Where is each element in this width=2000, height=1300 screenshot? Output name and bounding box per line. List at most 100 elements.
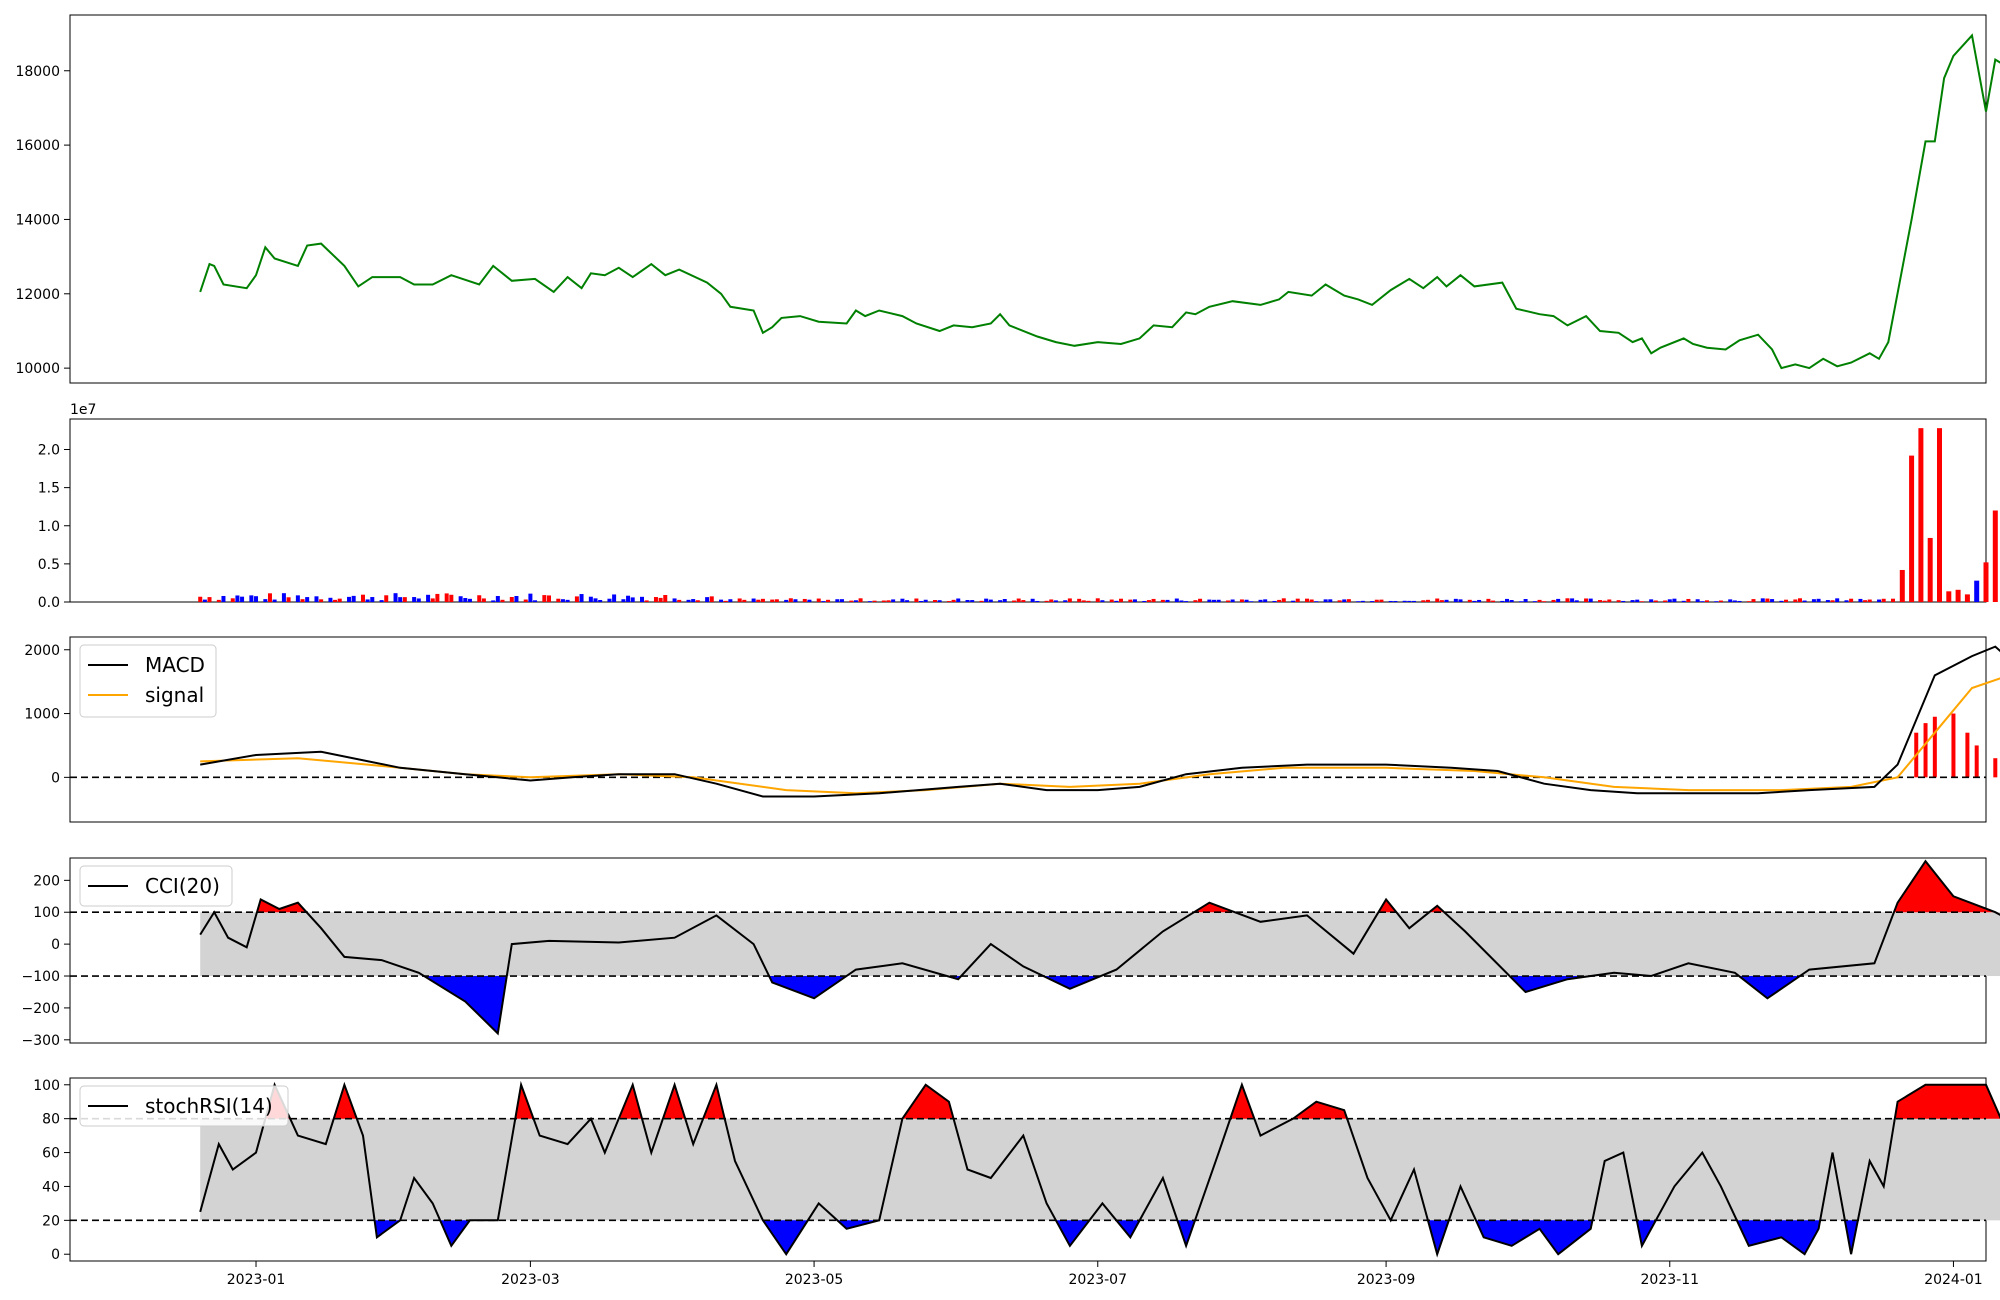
volume-bar xyxy=(1695,599,1700,602)
volume-bar xyxy=(1964,594,1970,602)
y-tick-label: 0 xyxy=(51,1247,60,1263)
volume-bar xyxy=(598,599,603,602)
volume-bar xyxy=(839,599,844,602)
volume-bar xyxy=(923,599,928,602)
volume-bar xyxy=(881,600,886,602)
stochrsi-legend: stochRSI(14) xyxy=(79,1085,289,1127)
legend-signal-label: signal xyxy=(145,683,204,707)
volume-bar xyxy=(835,599,840,602)
volume-bar xyxy=(1472,600,1477,602)
cci-neutral-band xyxy=(200,912,2000,977)
volume-bar xyxy=(1616,600,1621,602)
macd-histogram-bar xyxy=(1923,723,1928,778)
volume-bar xyxy=(826,599,831,602)
volume-bar xyxy=(295,595,300,602)
volume-bar xyxy=(705,597,710,602)
macd-axes-frame xyxy=(69,636,1987,823)
volume-bar xyxy=(1277,599,1282,602)
volume-bar xyxy=(1718,600,1723,602)
x-tick-label: 2023-03 xyxy=(501,1272,560,1288)
volume-bar xyxy=(1477,599,1482,602)
volume-bar xyxy=(756,599,761,602)
cci-panel: −300 −200 −100 0 100 200 CCI(20) xyxy=(22,857,2000,1049)
volume-bar xyxy=(612,594,617,602)
price-line xyxy=(199,33,2000,370)
y-tick-label: 20 xyxy=(42,1213,60,1229)
cci-oversold-fill xyxy=(424,976,1800,1034)
volume-bar xyxy=(314,596,319,602)
x-tick-label: 2023-11 xyxy=(1641,1272,1700,1288)
volume-bar xyxy=(1844,600,1849,602)
volume-bar xyxy=(1630,600,1635,602)
y-tick-label: 10000 xyxy=(15,361,60,377)
volume-bar xyxy=(1537,599,1542,602)
volume-bar xyxy=(1607,599,1612,602)
volume-bar xyxy=(1425,599,1430,602)
volume-bar xyxy=(1067,598,1072,602)
volume-bar xyxy=(1212,599,1217,602)
volume-bar xyxy=(723,600,728,602)
volume-bar xyxy=(1309,599,1314,602)
volume-bar xyxy=(481,598,486,602)
volume-bar xyxy=(686,599,691,602)
y-tick-label: 100 xyxy=(33,1078,60,1094)
macd-legend: MACD signal xyxy=(79,644,217,718)
volume-bar xyxy=(1444,599,1449,602)
volume-bar xyxy=(1049,599,1054,602)
volume-bar xyxy=(1272,600,1277,602)
volume-bar xyxy=(444,593,449,602)
volume-bar xyxy=(514,595,519,602)
legend-cci-label: CCI(20) xyxy=(145,874,220,898)
y-tick-label: 200 xyxy=(33,873,60,889)
volume-bar xyxy=(1291,600,1296,602)
volume-bar xyxy=(1909,455,1915,602)
y-tick-label: 60 xyxy=(42,1146,60,1162)
volume-bar xyxy=(1016,598,1021,602)
volume-bar xyxy=(784,599,789,602)
volume-bar xyxy=(1574,600,1579,602)
volume-bar xyxy=(1849,598,1854,602)
volume-bar xyxy=(1151,598,1156,602)
volume-bar xyxy=(365,599,370,602)
volume-bar xyxy=(1012,600,1017,602)
volume-bar xyxy=(1458,599,1463,602)
volume-bar xyxy=(1216,599,1221,602)
volume-bar xyxy=(523,599,528,602)
volume-bar xyxy=(1128,599,1133,602)
volume-bar xyxy=(1770,599,1775,602)
volume-bar xyxy=(509,596,514,602)
volume-bar xyxy=(1184,601,1189,602)
volume-bar xyxy=(1356,601,1361,602)
volume-bar xyxy=(988,599,993,602)
y-tick-label: 2.0 xyxy=(38,443,60,459)
volume-bar xyxy=(1174,598,1179,602)
volume-bar xyxy=(793,599,798,602)
cci-legend: CCI(20) xyxy=(79,865,233,907)
volume-bar xyxy=(207,597,212,602)
volume-bar xyxy=(370,597,375,602)
volume-bar xyxy=(1927,537,1933,602)
volume-bar xyxy=(1244,599,1249,602)
volume-bar xyxy=(1946,591,1952,602)
macd-histogram-bar xyxy=(1965,732,1970,778)
volume-bar xyxy=(230,598,235,602)
volume-bar xyxy=(807,599,812,602)
volume-bar xyxy=(1086,600,1091,602)
volume-bar xyxy=(1811,599,1816,602)
y-tick-label: −100 xyxy=(22,969,60,985)
volume-bar xyxy=(770,599,775,602)
volume-bar xyxy=(1193,600,1198,602)
volume-bar xyxy=(1207,599,1212,602)
volume-bar xyxy=(1830,600,1835,602)
volume-bar xyxy=(626,595,631,602)
volume-bar xyxy=(547,595,551,602)
volume-bar xyxy=(1160,599,1165,602)
y-tick-label: −200 xyxy=(22,1001,60,1017)
volume-bar xyxy=(1681,600,1686,602)
volume-bar xyxy=(593,598,598,602)
volume-bar xyxy=(849,600,854,602)
volume-bar xyxy=(351,595,356,602)
volume-bar xyxy=(1030,598,1035,602)
volume-bar xyxy=(1165,599,1170,602)
